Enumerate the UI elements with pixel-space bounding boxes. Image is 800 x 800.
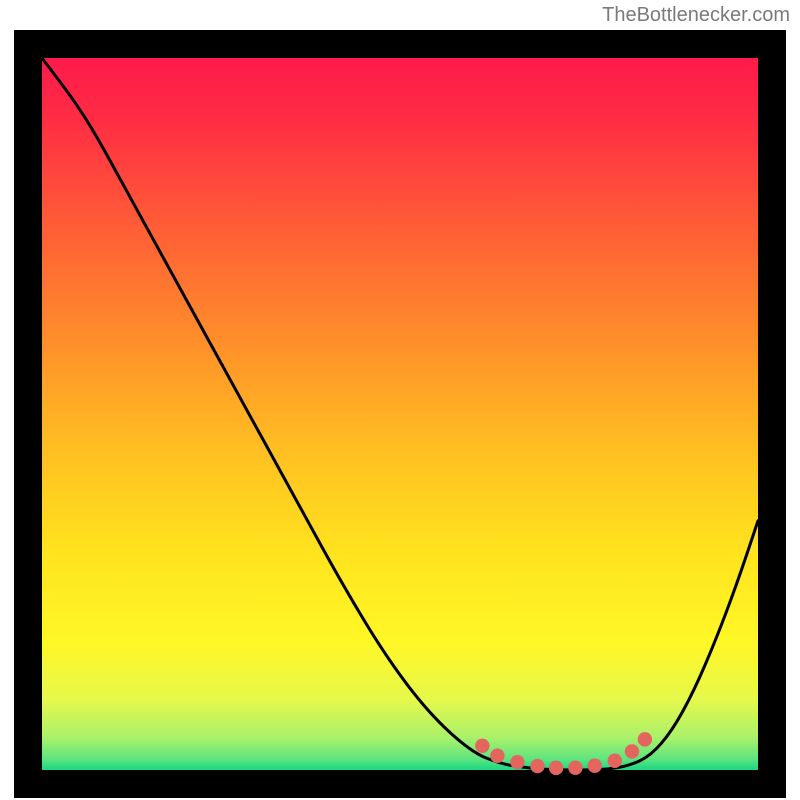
attribution-text: TheBottlenecker.com [602,4,790,27]
marker-point [530,759,544,773]
marker-point [568,761,582,775]
marker-point [475,739,489,753]
marker-point [638,732,652,746]
marker-point [608,754,622,768]
marker-point [549,761,563,775]
marker-point [490,749,504,763]
marker-point [510,755,524,769]
marker-point [625,744,639,758]
marker-point [588,759,602,773]
gradient-background [42,58,758,770]
chart-container: TheBottlenecker.com [0,0,800,800]
bottleneck-curve-chart [0,0,800,800]
